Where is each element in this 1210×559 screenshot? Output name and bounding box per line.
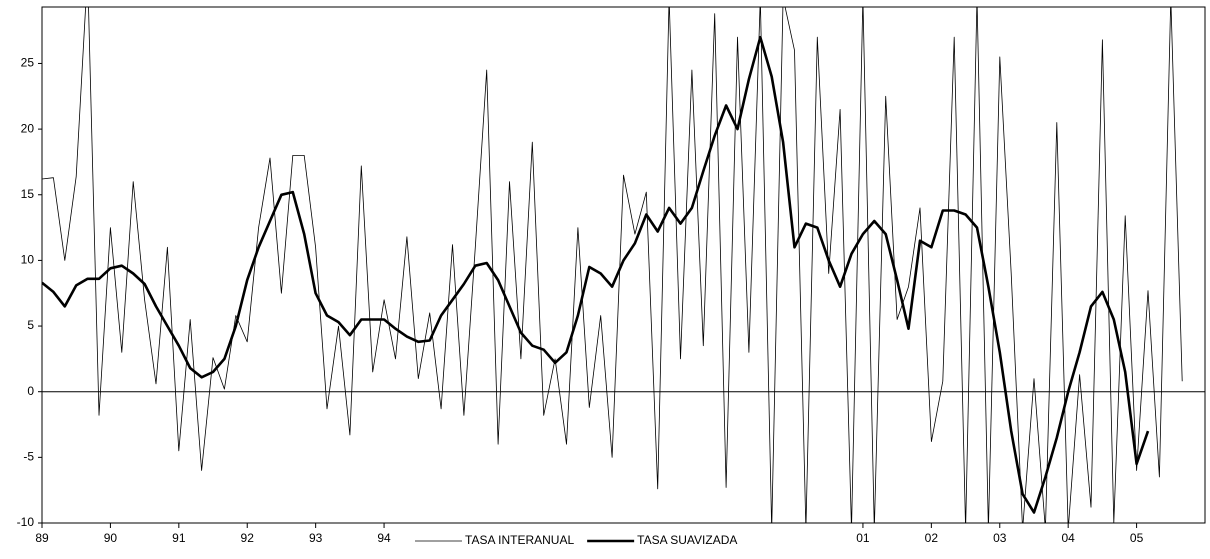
x-tick-label: 02 [925, 531, 939, 545]
y-tick-label: -10 [17, 515, 35, 529]
legend: TASA INTERANUAL TASA SUAVIZADA [405, 530, 835, 554]
x-tick-label: 92 [241, 531, 255, 545]
y-tick-label: 10 [21, 253, 35, 267]
legend-label: TASA INTERANUAL [465, 533, 574, 547]
x-tick-label: 89 [35, 531, 49, 545]
y-tick-label: 25 [21, 56, 35, 70]
plot-frame [41, 6, 1206, 524]
y-tick-label: 20 [21, 121, 35, 135]
x-tick-label: 91 [172, 531, 186, 545]
x-tick-label: 94 [377, 531, 391, 545]
series-line [42, 35, 1150, 514]
legend-label: TASA SUAVIZADA [637, 533, 737, 547]
x-tick-label: 93 [309, 531, 323, 545]
plot-area [42, 7, 1183, 523]
x-tick-label: 90 [104, 531, 118, 545]
y-tick-label: 5 [27, 318, 34, 332]
x-tick-label: 04 [1061, 531, 1075, 545]
x-tick-label: 03 [993, 531, 1007, 545]
x-tick-label: 01 [856, 531, 870, 545]
y-tick-label: 0 [27, 384, 34, 398]
y-tick-label: -5 [23, 450, 34, 464]
y-tick-label: 15 [21, 187, 35, 201]
series-line [42, 7, 1183, 523]
x-tick-label: 05 [1130, 531, 1144, 545]
